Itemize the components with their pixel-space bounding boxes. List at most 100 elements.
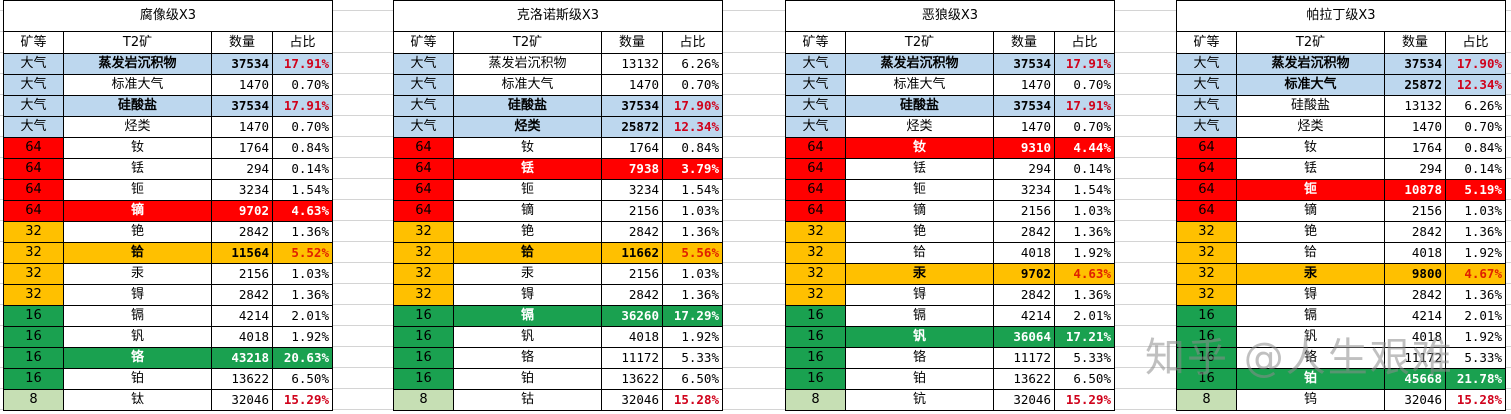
grade-cell[interactable]: 16 [1176, 326, 1237, 348]
ore-name-cell[interactable]: 钷 [453, 179, 602, 201]
quantity-cell[interactable]: 2842 [1384, 221, 1446, 243]
percent-cell[interactable]: 2.01% [1054, 305, 1115, 327]
quantity-cell[interactable]: 1470 [993, 116, 1055, 138]
percent-cell[interactable]: 1.03% [662, 200, 723, 222]
quantity-cell[interactable]: 1764 [1384, 137, 1446, 159]
quantity-cell[interactable]: 1764 [211, 137, 273, 159]
grade-cell[interactable]: 8 [393, 389, 454, 411]
ore-name-cell[interactable]: 镝 [453, 200, 602, 222]
ore-name-cell[interactable]: 铯 [453, 221, 602, 243]
quantity-cell[interactable]: 2156 [993, 200, 1055, 222]
quantity-cell[interactable]: 32046 [601, 389, 663, 411]
percent-cell[interactable]: 5.33% [1445, 347, 1506, 369]
grade-cell[interactable]: 大气 [1176, 74, 1237, 96]
percent-cell[interactable]: 0.70% [1054, 116, 1115, 138]
percent-cell[interactable]: 5.33% [1054, 347, 1115, 369]
grade-cell[interactable]: 64 [393, 200, 454, 222]
percent-cell[interactable]: 0.14% [1445, 158, 1506, 180]
grade-cell[interactable]: 大气 [3, 53, 64, 75]
grade-cell[interactable]: 32 [3, 263, 64, 285]
ore-name-cell[interactable]: 标准大气 [1236, 74, 1385, 96]
grade-cell[interactable]: 大气 [393, 74, 454, 96]
ore-name-cell[interactable]: 铬 [1236, 347, 1385, 369]
quantity-cell[interactable]: 2156 [601, 200, 663, 222]
percent-cell[interactable]: 1.36% [662, 284, 723, 306]
ore-name-cell[interactable]: 硅酸盐 [453, 95, 602, 117]
quantity-cell[interactable]: 9702 [993, 263, 1055, 285]
quantity-cell[interactable]: 4018 [1384, 326, 1446, 348]
ore-name-cell[interactable]: 铥 [453, 158, 602, 180]
quantity-cell[interactable]: 13132 [1384, 95, 1446, 117]
grade-cell[interactable]: 64 [1176, 179, 1237, 201]
grade-cell[interactable]: 大气 [1176, 116, 1237, 138]
grade-cell[interactable]: 大气 [785, 95, 846, 117]
quantity-cell[interactable]: 13622 [211, 368, 273, 390]
column-header-percent[interactable]: 占比 [272, 31, 333, 54]
grade-cell[interactable]: 16 [1176, 368, 1237, 390]
column-header-ore[interactable]: T2矿 [1236, 31, 1385, 54]
percent-cell[interactable]: 6.26% [662, 53, 723, 75]
quantity-cell[interactable]: 294 [211, 158, 273, 180]
ore-name-cell[interactable]: 铪 [845, 242, 994, 264]
ore-name-cell[interactable]: 汞 [63, 263, 212, 285]
grade-cell[interactable]: 32 [1176, 221, 1237, 243]
ore-name-cell[interactable]: 标准大气 [63, 74, 212, 96]
ore-name-cell[interactable]: 铪 [1236, 242, 1385, 264]
quantity-cell[interactable]: 2156 [601, 263, 663, 285]
percent-cell[interactable]: 20.63% [272, 347, 333, 369]
grade-cell[interactable]: 32 [3, 221, 64, 243]
grade-cell[interactable]: 64 [785, 158, 846, 180]
grade-cell[interactable]: 64 [3, 179, 64, 201]
percent-cell[interactable]: 17.91% [272, 53, 333, 75]
percent-cell[interactable]: 1.36% [1445, 221, 1506, 243]
ore-name-cell[interactable]: 铬 [453, 347, 602, 369]
grade-cell[interactable]: 大气 [785, 116, 846, 138]
percent-cell[interactable]: 17.91% [272, 95, 333, 117]
quantity-cell[interactable]: 2842 [993, 221, 1055, 243]
quantity-cell[interactable]: 37534 [211, 53, 273, 75]
quantity-cell[interactable]: 2156 [211, 263, 273, 285]
ore-name-cell[interactable]: 汞 [453, 263, 602, 285]
percent-cell[interactable]: 1.54% [272, 179, 333, 201]
ore-name-cell[interactable]: 铯 [63, 221, 212, 243]
grade-cell[interactable]: 大气 [1176, 95, 1237, 117]
ore-name-cell[interactable]: 钕 [1236, 137, 1385, 159]
quantity-cell[interactable]: 36064 [993, 326, 1055, 348]
grade-cell[interactable]: 32 [785, 242, 846, 264]
grade-cell[interactable]: 16 [3, 305, 64, 327]
grade-cell[interactable]: 大气 [3, 74, 64, 96]
percent-cell[interactable]: 0.70% [1445, 116, 1506, 138]
percent-cell[interactable]: 1.36% [1445, 284, 1506, 306]
percent-cell[interactable]: 17.91% [1054, 53, 1115, 75]
quantity-cell[interactable]: 2842 [1384, 284, 1446, 306]
ore-name-cell[interactable]: 镝 [845, 200, 994, 222]
ore-name-cell[interactable]: 锝 [63, 284, 212, 306]
ore-name-cell[interactable]: 标准大气 [845, 74, 994, 96]
grade-cell[interactable]: 64 [3, 158, 64, 180]
quantity-cell[interactable]: 32046 [211, 389, 273, 411]
grade-cell[interactable]: 64 [1176, 158, 1237, 180]
quantity-cell[interactable]: 11564 [211, 242, 273, 264]
ore-name-cell[interactable]: 铂 [1236, 368, 1385, 390]
quantity-cell[interactable]: 1470 [211, 116, 273, 138]
percent-cell[interactable]: 3.79% [662, 158, 723, 180]
grade-cell[interactable]: 64 [3, 200, 64, 222]
grade-cell[interactable]: 16 [393, 305, 454, 327]
column-header-grade[interactable]: 矿等 [1176, 31, 1237, 54]
ore-name-cell[interactable]: 钴 [453, 389, 602, 411]
grade-cell[interactable]: 32 [1176, 263, 1237, 285]
grade-cell[interactable]: 64 [393, 137, 454, 159]
column-header-quantity[interactable]: 数量 [211, 31, 273, 54]
ore-name-cell[interactable]: 钕 [845, 137, 994, 159]
grade-cell[interactable]: 16 [3, 368, 64, 390]
ore-name-cell[interactable]: 钷 [63, 179, 212, 201]
ore-name-cell[interactable]: 钷 [1236, 179, 1385, 201]
quantity-cell[interactable]: 37534 [993, 95, 1055, 117]
grade-cell[interactable]: 16 [1176, 305, 1237, 327]
percent-cell[interactable]: 1.03% [272, 263, 333, 285]
quantity-cell[interactable]: 4018 [1384, 242, 1446, 264]
grade-cell[interactable]: 32 [393, 263, 454, 285]
quantity-cell[interactable]: 3234 [211, 179, 273, 201]
ore-name-cell[interactable]: 钕 [453, 137, 602, 159]
ore-name-cell[interactable]: 铬 [845, 347, 994, 369]
